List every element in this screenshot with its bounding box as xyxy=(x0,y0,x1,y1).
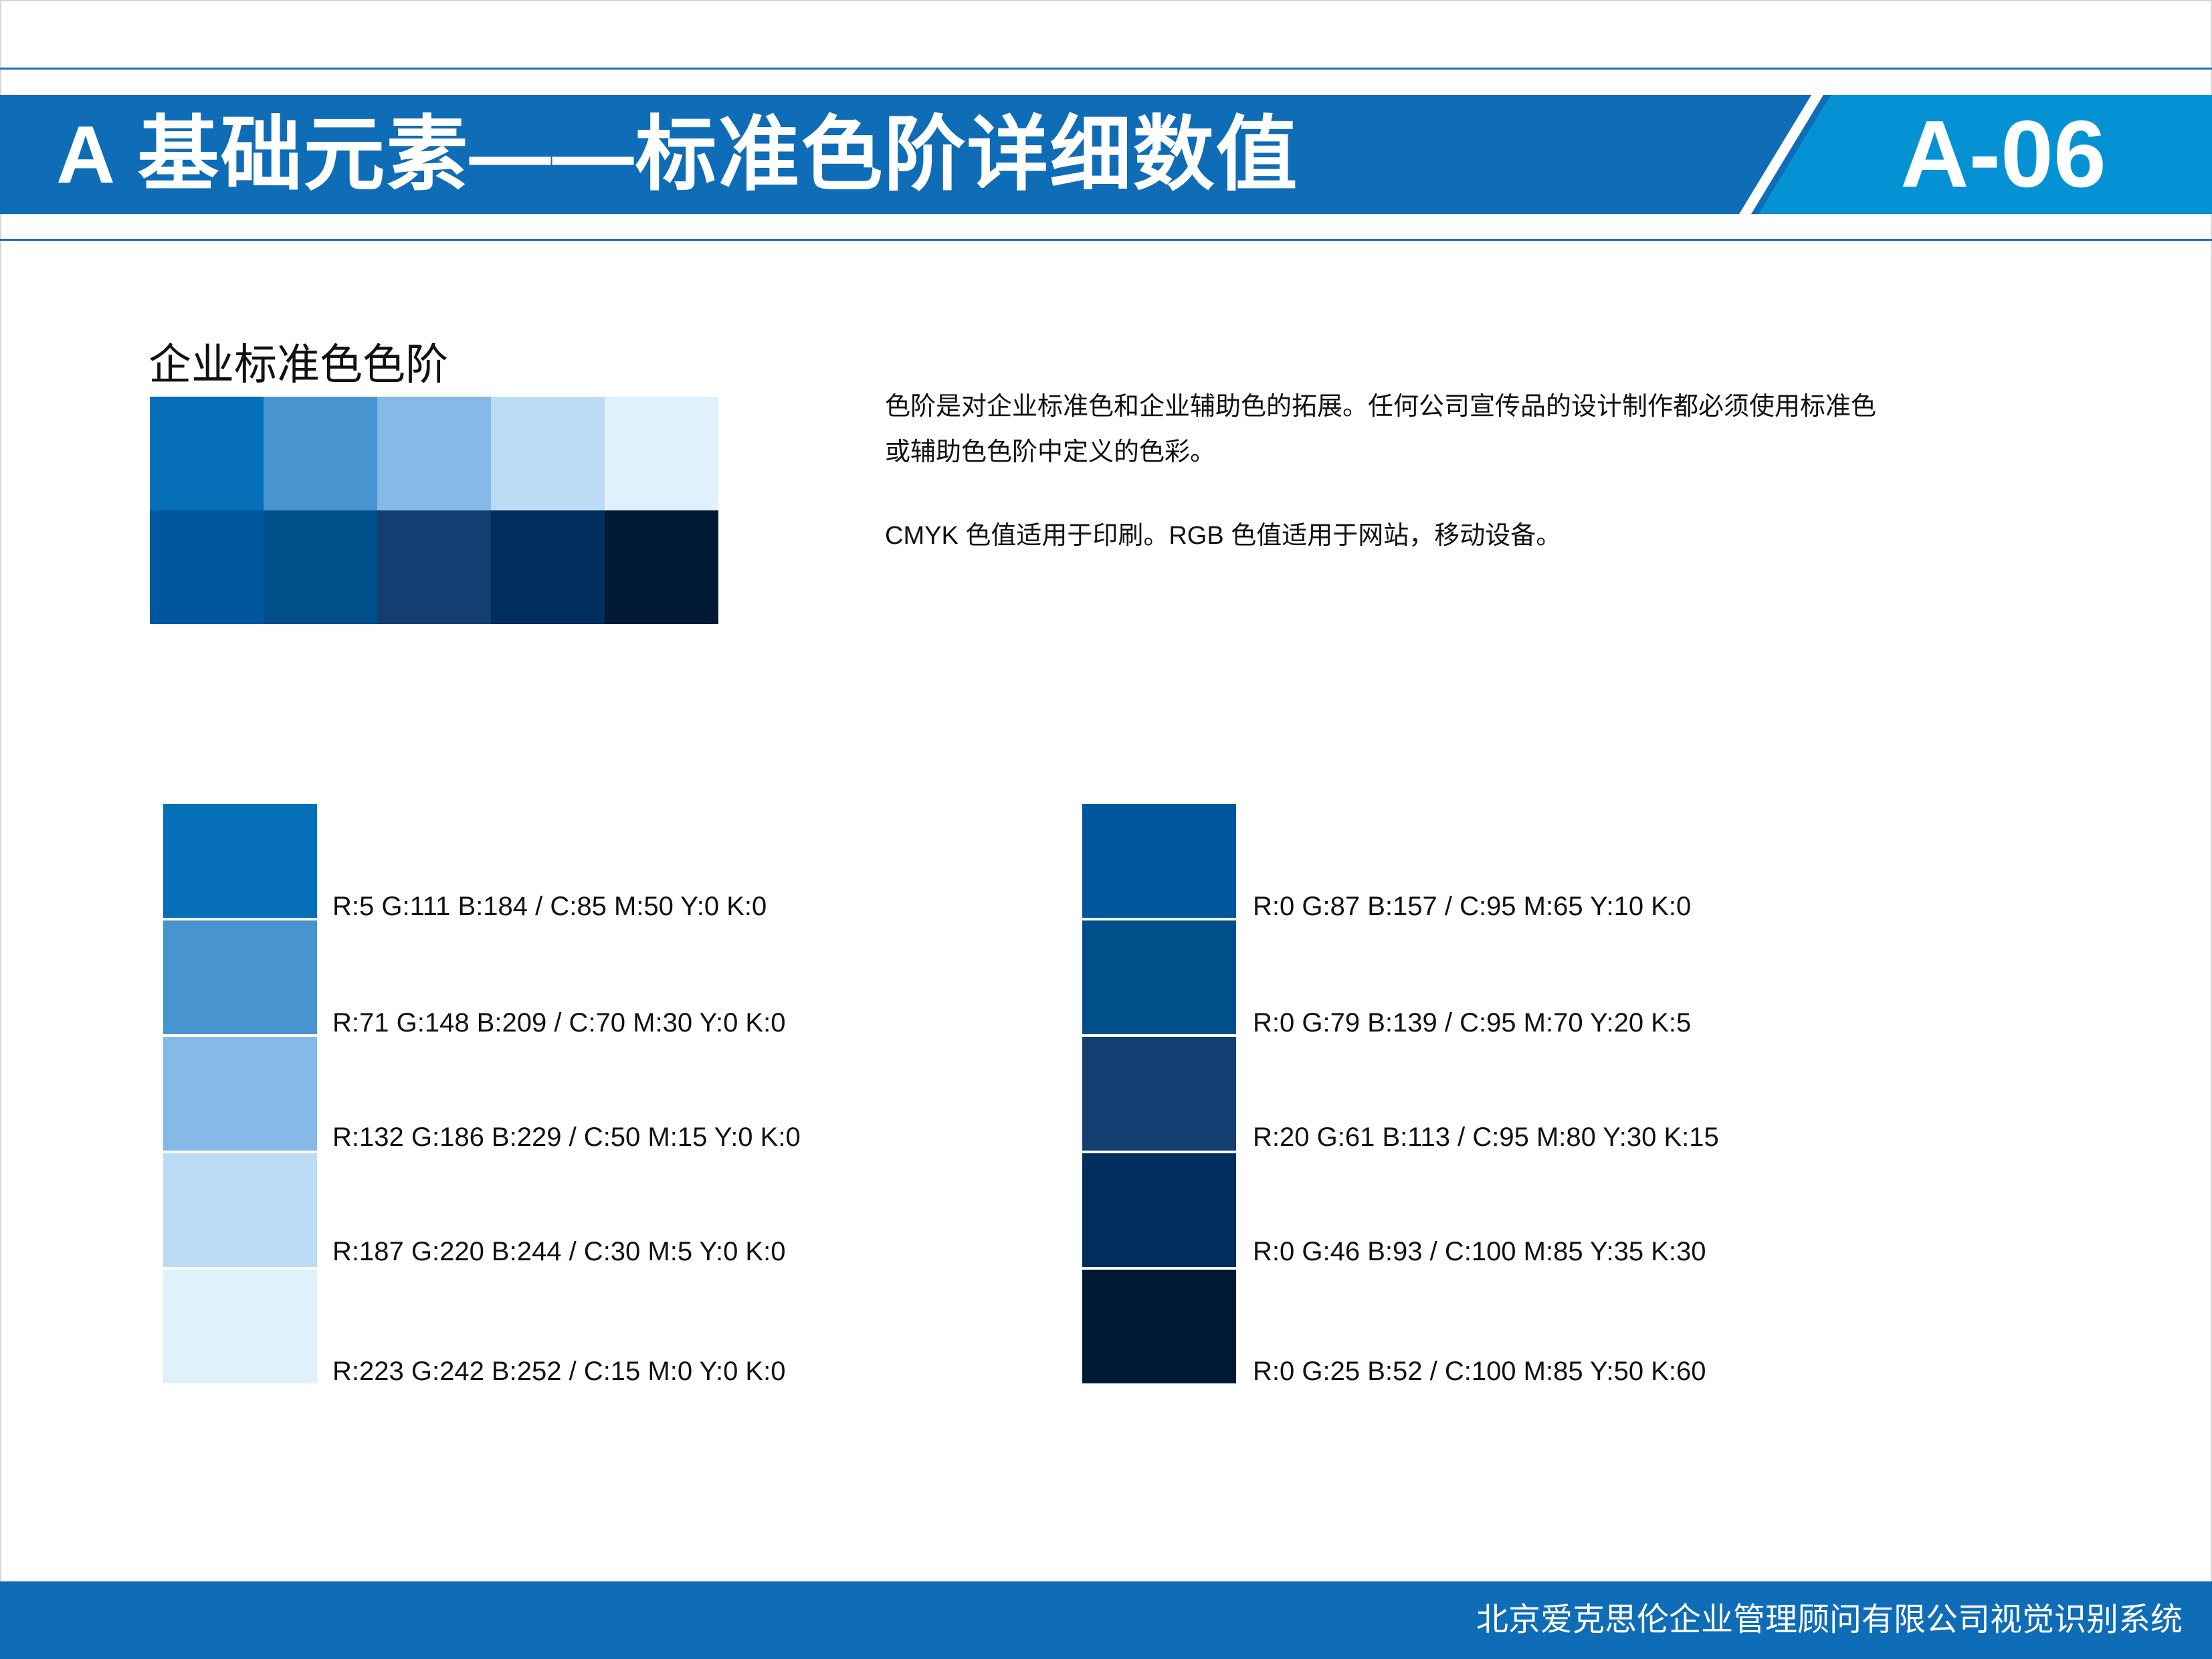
light-value-1: R:5 G:111 B:184 / C:85 M:50 Y:0 K:0 xyxy=(332,892,767,921)
grid-swatch-dark-1 xyxy=(150,510,264,624)
description-line-3: CMYK 色值适用于印刷。RGB 色值适用于网站，移动设备。 xyxy=(885,522,1562,550)
header-accent-stripe xyxy=(1739,95,2212,214)
description-line-2: 或辅助色色阶中定义的色彩。 xyxy=(885,438,1216,466)
light-value-5: R:223 G:242 B:252 / C:15 M:0 Y:0 K:0 xyxy=(332,1357,786,1386)
grid-swatch-dark-3 xyxy=(377,510,491,624)
page-code: A-06 xyxy=(1900,101,2106,207)
dark-value-3: R:20 G:61 B:113 / C:95 M:80 Y:30 K:15 xyxy=(1253,1123,1719,1152)
light-swatch-1 xyxy=(163,804,317,918)
light-swatch-5 xyxy=(163,1270,317,1383)
dark-swatch-3 xyxy=(1082,1037,1236,1151)
color-scale-grid xyxy=(150,397,718,624)
footer-company-name: 北京爱克思伦企业管理顾问有限公司视觉识别系统 xyxy=(1476,1602,2183,1638)
grid-swatch-dark-2 xyxy=(264,510,377,624)
dark-value-4: R:0 G:46 B:93 / C:100 M:85 Y:35 K:30 xyxy=(1253,1237,1706,1266)
light-value-4: R:187 G:220 B:244 / C:30 M:5 Y:0 K:0 xyxy=(332,1237,786,1266)
page-title: A 基础元素——标准色阶详细数值 xyxy=(56,109,1299,200)
header-bottom-rule xyxy=(0,239,2212,241)
dark-swatch-4 xyxy=(1082,1153,1236,1267)
light-swatch-2 xyxy=(163,920,317,1034)
light-value-3: R:132 G:186 B:229 / C:50 M:15 Y:0 K:0 xyxy=(332,1123,801,1152)
light-value-2: R:71 G:148 B:209 / C:70 M:30 Y:0 K:0 xyxy=(332,1008,786,1038)
light-swatch-3 xyxy=(163,1037,317,1151)
description-line-1: 色阶是对企业标准色和企业辅助色的拓展。任何公司宣传品的设计制作都必须使用标准色 xyxy=(885,393,1877,421)
grid-swatch-light-4 xyxy=(491,397,605,510)
header-top-rule xyxy=(0,68,2212,70)
dark-value-1: R:0 G:87 B:157 / C:95 M:65 Y:10 K:0 xyxy=(1253,892,1692,921)
grid-swatch-light-5 xyxy=(605,397,718,510)
grid-swatch-light-1 xyxy=(150,397,264,510)
section-title: 企业标准色色阶 xyxy=(148,340,448,389)
light-swatch-4 xyxy=(163,1153,317,1267)
grid-swatch-dark-5 xyxy=(605,510,718,624)
dark-swatch-5 xyxy=(1082,1270,1236,1383)
dark-value-5: R:0 G:25 B:52 / C:100 M:85 Y:50 K:60 xyxy=(1253,1357,1706,1386)
footer-bar xyxy=(0,1581,2212,1659)
dark-swatch-2 xyxy=(1082,920,1236,1034)
grid-swatch-dark-4 xyxy=(491,510,605,624)
dark-value-2: R:0 G:79 B:139 / C:95 M:70 Y:20 K:5 xyxy=(1253,1008,1692,1038)
grid-swatch-light-2 xyxy=(264,397,377,510)
dark-swatch-1 xyxy=(1082,804,1236,918)
grid-swatch-light-3 xyxy=(377,397,491,510)
